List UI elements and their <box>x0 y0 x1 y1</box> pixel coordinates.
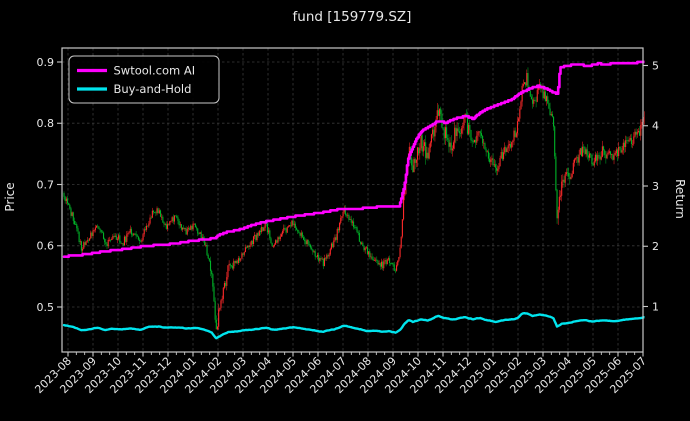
y-right-tick-label: 1 <box>652 300 659 313</box>
legend-label-ai: Swtool.com AI <box>114 64 196 78</box>
plot-border <box>61 47 644 353</box>
y-left-tick-label: 0.5 <box>37 301 55 314</box>
y-left-tick-label: 0.7 <box>37 178 55 191</box>
line-series <box>62 60 645 340</box>
ai-strategy-line <box>62 60 645 258</box>
y-right-tick-label: 4 <box>652 120 659 133</box>
y-left-tick-label: 0.8 <box>37 117 55 130</box>
legend: Swtool.com AI Buy-and-Hold <box>68 55 220 104</box>
y-left-tick-label: 0.6 <box>37 240 55 253</box>
legend-box <box>68 55 220 104</box>
y-right-tick-label: 5 <box>652 59 659 72</box>
buy-and-hold-line <box>62 312 645 340</box>
y-axis-label-return: Return <box>673 179 687 219</box>
y-left-tick-label: 0.9 <box>37 56 55 69</box>
y-axis-label-price: Price <box>3 182 17 211</box>
chart-title: fund [159779.SZ] <box>293 9 412 25</box>
y-right-tick-label: 3 <box>652 180 659 193</box>
legend-label-bh: Buy-and-Hold <box>114 82 192 96</box>
y-right-tick-label: 2 <box>652 240 659 253</box>
